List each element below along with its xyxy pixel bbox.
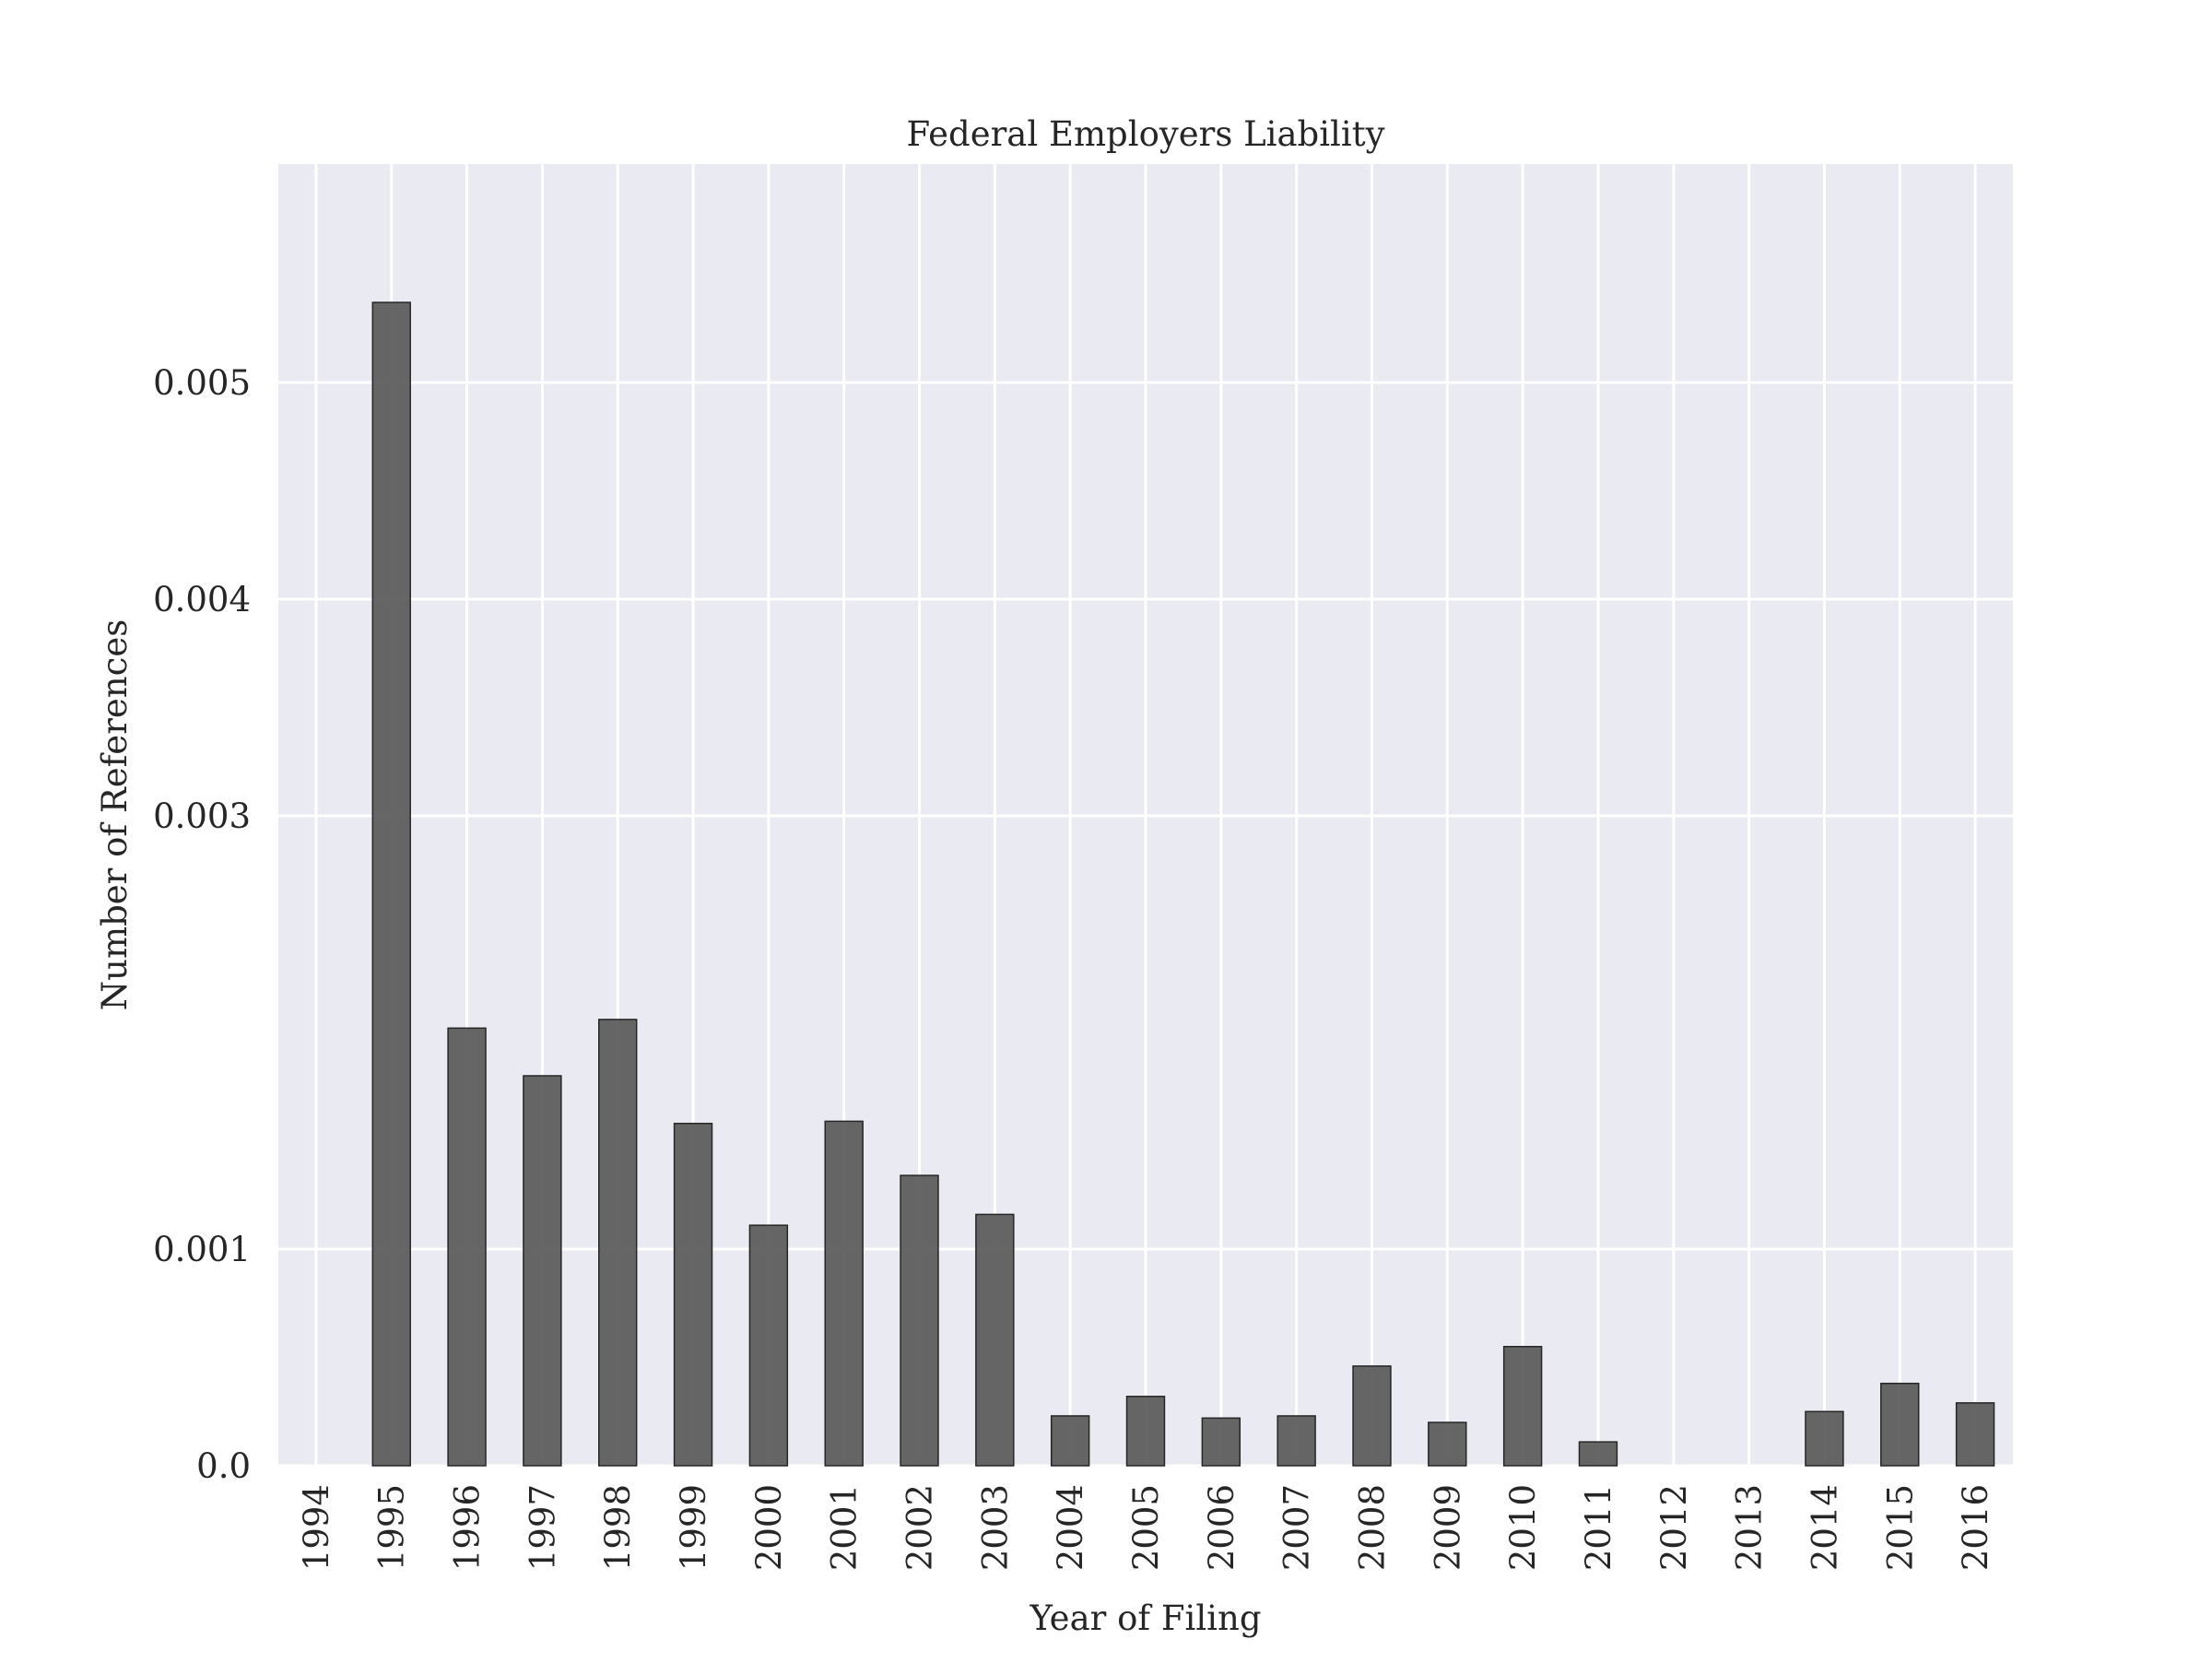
bar-2009 (1428, 1421, 1467, 1467)
bar-2008 (1352, 1365, 1392, 1467)
y-tick-label: 0.001 (153, 1230, 251, 1269)
x-tick-label: 2015 (1880, 1484, 1920, 1571)
bar-2005 (1125, 1396, 1166, 1467)
x-tick-label: 1996 (448, 1484, 488, 1571)
x-tick-label: 1998 (598, 1484, 638, 1571)
x-tick-label: 2007 (1277, 1484, 1317, 1571)
x-tick-label: 2011 (1579, 1484, 1618, 1571)
x-tick-label: 2013 (1730, 1484, 1770, 1571)
x-tick-label: 2005 (1126, 1484, 1166, 1571)
bar-2015 (1880, 1382, 1920, 1467)
bar-2014 (1805, 1410, 1844, 1467)
y-tick-label: 0.003 (153, 796, 251, 836)
bar-1995 (371, 301, 411, 1467)
x-tick-label: 1999 (674, 1484, 713, 1571)
bar-2010 (1502, 1346, 1543, 1467)
x-axis-label: Year of Filing (1029, 1598, 1261, 1638)
y-tick-label: 0.005 (153, 363, 251, 403)
bars (371, 301, 1995, 1467)
x-tick-label: 1995 (372, 1484, 412, 1571)
y-axis-label: Number of References (95, 619, 135, 1010)
bar-1999 (673, 1122, 713, 1467)
bar-1996 (447, 1027, 487, 1467)
x-tick-label: 2012 (1654, 1484, 1694, 1571)
bar-2002 (900, 1174, 939, 1467)
bar-1998 (598, 1019, 638, 1467)
x-tick-label: 2002 (900, 1484, 940, 1571)
x-tick-label: 2000 (749, 1484, 789, 1571)
x-tick-label: 2003 (975, 1484, 1015, 1571)
bar-2004 (1050, 1415, 1090, 1467)
bar-1997 (523, 1075, 562, 1467)
x-tick-label: 2016 (1956, 1484, 1995, 1571)
x-tick-label: 2009 (1428, 1484, 1467, 1571)
y-tick-label: 0.0 (196, 1446, 251, 1486)
x-tick-label: 1994 (297, 1484, 336, 1571)
chart-title: Federal Employers Liability (906, 114, 1384, 154)
bar-2003 (975, 1213, 1015, 1467)
x-tick-label: 2008 (1352, 1484, 1392, 1571)
bar-2001 (824, 1120, 864, 1467)
x-axis-ticks: 1994 1995 1996 1997 1998 1999 2000 2001 2002 2003… (297, 1484, 1995, 1571)
bar-2006 (1201, 1417, 1241, 1467)
x-tick-label: 2004 (1051, 1484, 1090, 1571)
x-tick-label: 2006 (1202, 1484, 1241, 1571)
bar-2000 (748, 1224, 789, 1467)
y-tick-label: 0.004 (153, 580, 251, 619)
x-tick-label: 2014 (1805, 1484, 1844, 1571)
x-tick-label: 1997 (523, 1484, 562, 1571)
x-tick-label: 2010 (1503, 1484, 1543, 1571)
bar-2007 (1277, 1415, 1316, 1467)
x-tick-label: 2001 (825, 1484, 865, 1571)
y-axis-ticks: 0.0 0.001 0.003 0.004 0.005 (153, 363, 251, 1486)
bar-2016 (1955, 1402, 1995, 1467)
bar-2011 (1578, 1441, 1618, 1467)
